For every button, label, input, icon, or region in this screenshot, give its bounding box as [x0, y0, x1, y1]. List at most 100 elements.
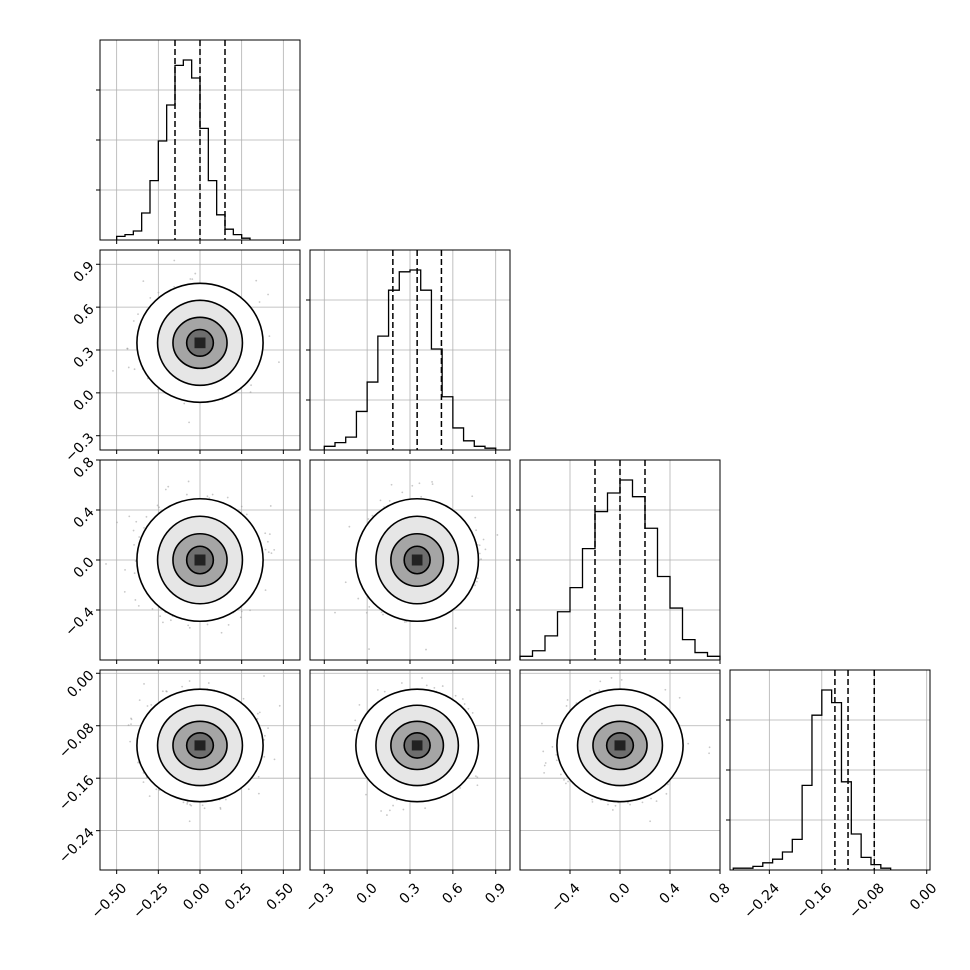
- scatter-point: [249, 391, 252, 394]
- scatter-point: [127, 724, 130, 727]
- scatter-point: [207, 682, 210, 684]
- scatter-point: [206, 623, 209, 626]
- scatter-point: [220, 631, 223, 634]
- scatter-point: [380, 611, 383, 614]
- panel-frame: [729, 669, 931, 871]
- y-tick-label: −0.24: [56, 825, 98, 867]
- scatter-point: [589, 689, 592, 692]
- scatter-point: [376, 689, 379, 691]
- scatter-point: [129, 740, 132, 743]
- scatter-point: [475, 529, 478, 532]
- scatter-point: [365, 611, 368, 614]
- y-tick-label: −0.08: [56, 720, 98, 762]
- joint-panel-2-0: [96, 459, 301, 664]
- scatter-point: [185, 493, 188, 496]
- y-tick-label: 0.0: [71, 554, 98, 581]
- scatter-point: [543, 764, 546, 767]
- scatter-point: [173, 285, 176, 288]
- x-tick-label: 0.4: [657, 880, 684, 907]
- scatter-point: [392, 804, 394, 807]
- scatter-point: [402, 808, 405, 811]
- scatter-point: [461, 698, 464, 700]
- scatter-point: [555, 753, 558, 756]
- panel-content: [105, 480, 276, 634]
- scatter-point: [344, 581, 347, 584]
- scatter-point: [157, 388, 160, 391]
- scatter-point: [678, 696, 681, 699]
- scatter-point: [126, 347, 129, 350]
- panel-content: [127, 675, 281, 823]
- scatter-point: [258, 711, 261, 714]
- scatter-point: [614, 804, 617, 807]
- x-tick-label: −0.08: [846, 880, 888, 922]
- histogram-panel-3: [726, 669, 931, 874]
- scatter-point: [665, 792, 668, 795]
- joint-panel-3-2: [519, 669, 721, 874]
- scatter-point: [431, 481, 433, 483]
- scatter-point: [268, 533, 271, 536]
- scatter-point: [348, 525, 351, 528]
- scatter-point: [183, 402, 186, 405]
- density-peak: [194, 740, 206, 751]
- scatter-point: [182, 801, 185, 804]
- scatter-point: [418, 667, 420, 669]
- scatter-point: [268, 335, 271, 338]
- scatter-point: [269, 505, 272, 507]
- scatter-point: [181, 685, 184, 688]
- density-peak: [194, 337, 206, 349]
- scatter-point: [133, 544, 135, 546]
- scatter-point: [607, 803, 609, 806]
- scatter-point: [250, 384, 252, 387]
- density-peak: [411, 554, 423, 566]
- scatter-point: [135, 520, 138, 523]
- joint-panel-3-0: [96, 669, 301, 874]
- scatter-point: [478, 552, 481, 555]
- scatter-point: [390, 483, 393, 486]
- scatter-point: [156, 504, 159, 507]
- scatter-point: [471, 495, 474, 498]
- scatter-point: [226, 496, 229, 499]
- scatter-point: [245, 513, 248, 516]
- histogram-step: [116, 59, 251, 240]
- scatter-point: [649, 820, 652, 823]
- scatter-point: [357, 597, 360, 600]
- scatter-point: [599, 680, 602, 683]
- scatter-point: [424, 807, 427, 810]
- scatter-point: [161, 690, 164, 693]
- panel-content: [334, 481, 499, 651]
- scatter-point: [267, 727, 269, 730]
- x-tick-label: 0.50: [264, 880, 297, 913]
- scatter-point: [382, 613, 384, 616]
- scatter-point: [255, 279, 258, 282]
- scatter-point: [567, 780, 569, 783]
- scatter-point: [386, 814, 388, 816]
- scatter-point: [206, 495, 209, 498]
- scatter-point: [474, 775, 477, 778]
- scatter-point: [186, 801, 189, 804]
- scatter-point: [667, 783, 669, 786]
- scatter-point: [240, 610, 243, 613]
- scatter-point: [474, 516, 477, 519]
- scatter-point: [476, 577, 479, 580]
- x-tick-label: −0.3: [303, 880, 338, 915]
- scatter-point: [165, 690, 168, 693]
- scatter-point: [565, 705, 568, 707]
- scatter-point: [478, 544, 481, 547]
- scatter-point: [368, 605, 371, 608]
- scatter-point: [267, 293, 269, 296]
- scatter-point: [247, 788, 250, 791]
- scatter-point: [264, 532, 267, 535]
- histogram-step: [323, 269, 497, 450]
- scatter-point: [169, 619, 172, 622]
- scatter-point: [433, 686, 436, 689]
- scatter-point: [542, 750, 545, 753]
- scatter-point: [418, 482, 421, 485]
- scatter-point: [150, 703, 153, 706]
- scatter-point: [264, 548, 267, 551]
- scatter-point: [143, 527, 145, 529]
- scatter-point: [249, 609, 251, 612]
- y-tick-label: −0.4: [62, 604, 97, 639]
- scatter-point: [266, 540, 269, 543]
- scatter-point: [367, 518, 370, 520]
